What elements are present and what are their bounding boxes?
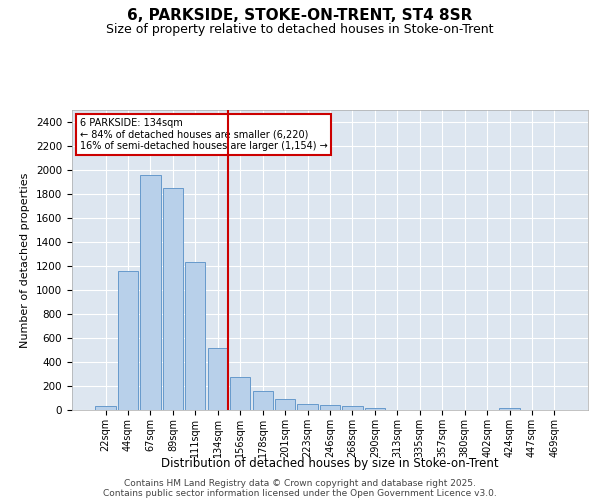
Bar xyxy=(230,377,250,410)
Y-axis label: Number of detached properties: Number of detached properties xyxy=(20,172,31,348)
Bar xyxy=(320,404,340,410)
Bar xyxy=(140,175,161,410)
Bar xyxy=(253,392,273,410)
Bar xyxy=(365,408,385,410)
Bar xyxy=(118,272,138,410)
Bar xyxy=(95,406,116,410)
Bar xyxy=(185,262,205,410)
Bar xyxy=(208,348,228,410)
Text: 6 PARKSIDE: 134sqm
← 84% of detached houses are smaller (6,220)
16% of semi-deta: 6 PARKSIDE: 134sqm ← 84% of detached hou… xyxy=(80,118,328,150)
Text: Contains public sector information licensed under the Open Government Licence v3: Contains public sector information licen… xyxy=(103,488,497,498)
Text: Size of property relative to detached houses in Stoke-on-Trent: Size of property relative to detached ho… xyxy=(106,22,494,36)
Text: Contains HM Land Registry data © Crown copyright and database right 2025.: Contains HM Land Registry data © Crown c… xyxy=(124,478,476,488)
Bar xyxy=(499,408,520,410)
Text: 6, PARKSIDE, STOKE-ON-TRENT, ST4 8SR: 6, PARKSIDE, STOKE-ON-TRENT, ST4 8SR xyxy=(127,8,473,22)
Bar xyxy=(298,404,317,410)
Bar xyxy=(163,188,183,410)
Bar xyxy=(275,399,295,410)
Text: Distribution of detached houses by size in Stoke-on-Trent: Distribution of detached houses by size … xyxy=(161,458,499,470)
Bar xyxy=(343,406,362,410)
